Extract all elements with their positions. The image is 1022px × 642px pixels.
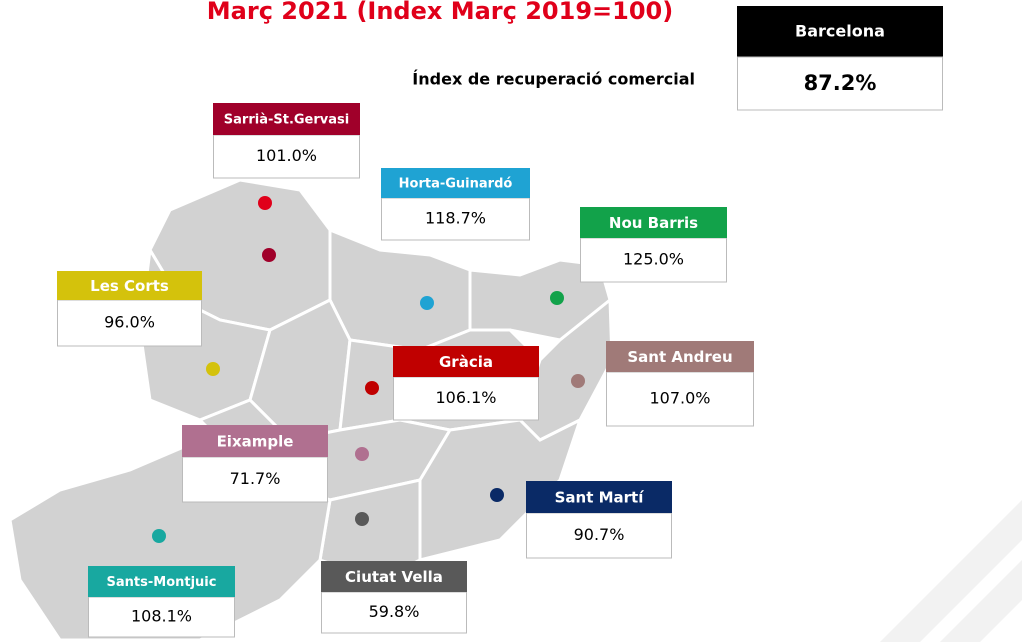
dot bbox=[258, 196, 272, 210]
district-name: Sant Andreu bbox=[627, 348, 732, 366]
district-name: Eixample bbox=[217, 433, 294, 451]
district-dot bbox=[355, 512, 369, 526]
district-value: 125.0% bbox=[623, 250, 684, 269]
district-value: 106.1% bbox=[435, 388, 496, 407]
district-dot bbox=[262, 248, 276, 262]
district-dot bbox=[152, 529, 166, 543]
district-value: 71.7% bbox=[230, 469, 281, 488]
district-name: Sants-Montjuic bbox=[107, 575, 217, 590]
district-value: 96.0% bbox=[104, 313, 155, 332]
district-value-box bbox=[580, 237, 727, 283]
district-value: 107.0% bbox=[649, 389, 710, 408]
district-header bbox=[88, 566, 235, 597]
city-value: 87.2% bbox=[804, 71, 877, 95]
district-value: 59.8% bbox=[369, 602, 420, 621]
district-dot bbox=[355, 447, 369, 461]
district-dot bbox=[420, 296, 434, 310]
district-name: Ciutat Vella bbox=[345, 568, 443, 586]
district-dot bbox=[550, 291, 564, 305]
district-value: 101.0% bbox=[256, 146, 317, 165]
city-name: Barcelona bbox=[795, 22, 885, 41]
district-name: Nou Barris bbox=[609, 214, 698, 232]
district-name: Horta-Guinardó bbox=[399, 177, 513, 192]
district-header bbox=[606, 341, 754, 372]
city-box: Barcelona 87.2% bbox=[737, 6, 943, 111]
district-header bbox=[321, 561, 467, 592]
district-value-box bbox=[381, 197, 530, 241]
district-header bbox=[393, 346, 539, 377]
district-value-box bbox=[606, 371, 754, 427]
district-name: Sarrià-St.Gervasi bbox=[224, 113, 349, 128]
district-value: 118.7% bbox=[425, 209, 486, 228]
title: Març 2021 (Índex Març 2019=100) bbox=[207, 0, 673, 25]
district-header bbox=[57, 271, 202, 300]
district-dot bbox=[365, 381, 379, 395]
district-value: 108.1% bbox=[131, 607, 192, 626]
district-dot bbox=[206, 362, 220, 376]
district-header bbox=[381, 168, 530, 198]
district-header bbox=[213, 103, 360, 135]
district-value-box bbox=[88, 596, 235, 638]
district-value-box bbox=[57, 299, 202, 347]
district-header bbox=[526, 481, 672, 513]
district-name: Sant Martí bbox=[555, 489, 645, 507]
district-value-box bbox=[321, 591, 467, 634]
district-name: Les Corts bbox=[90, 277, 169, 295]
subtitle: Índex de recuperació comercial bbox=[412, 70, 695, 89]
district-dot bbox=[490, 488, 504, 502]
district-value-box bbox=[182, 456, 328, 503]
district-value-box bbox=[526, 512, 672, 559]
watermark bbox=[880, 500, 1022, 642]
district-name: Gràcia bbox=[439, 353, 493, 371]
district-header bbox=[580, 207, 727, 238]
district-dot bbox=[571, 374, 585, 388]
district-value: 90.7% bbox=[574, 525, 625, 544]
district-header bbox=[182, 425, 328, 457]
